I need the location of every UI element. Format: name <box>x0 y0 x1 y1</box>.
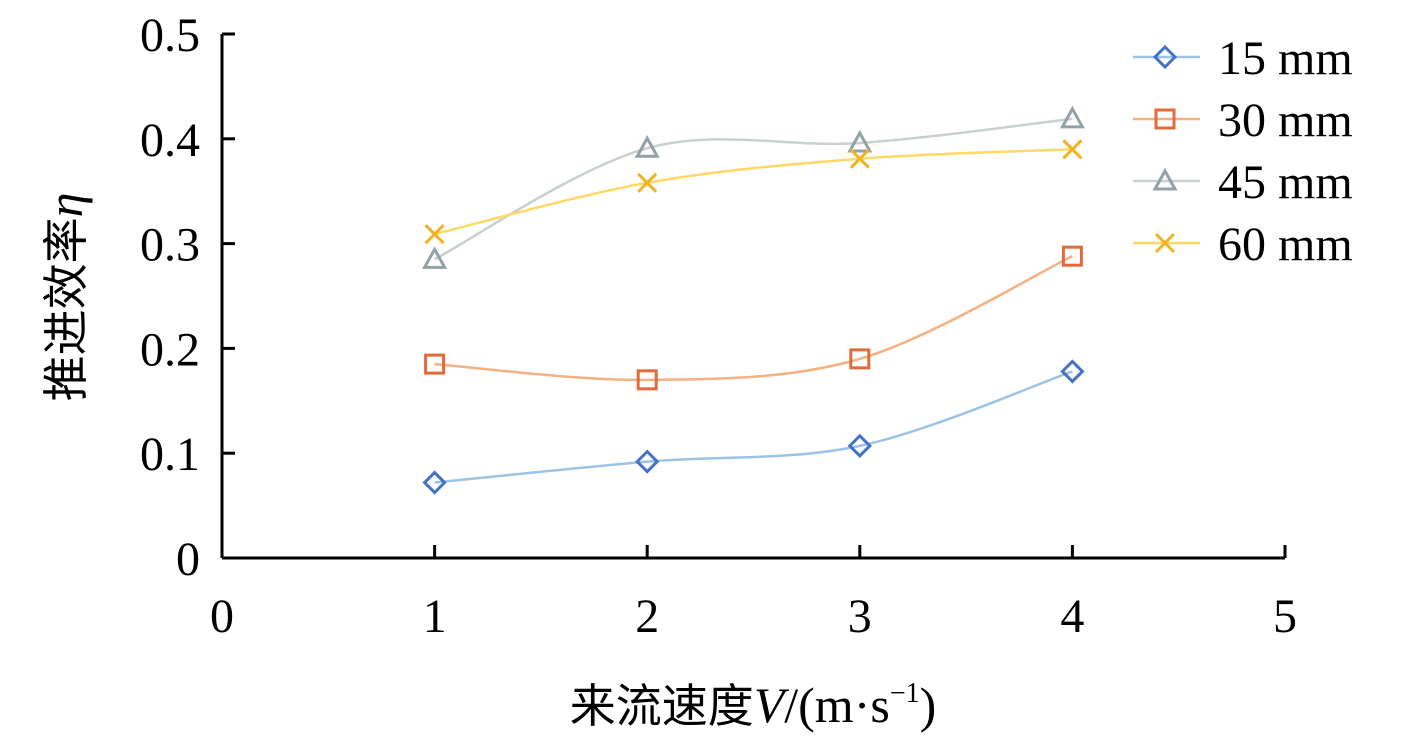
x-axis-title-text: 来流速度 <box>570 679 754 733</box>
legend-item: 60 mm <box>1133 218 1353 271</box>
data-point-45-mm <box>847 129 873 153</box>
series-line-30-mm <box>434 255 1073 382</box>
y-axis-title-text: 推进效率 <box>39 217 93 401</box>
legend-marker <box>1154 108 1176 130</box>
legend-label: 30 mm <box>1218 94 1353 147</box>
data-point-30-mm <box>849 348 871 370</box>
legend-marker <box>1154 232 1176 254</box>
legend-label: 60 mm <box>1218 218 1353 271</box>
data-point-15-mm <box>635 449 660 474</box>
x-tick-label: 4 <box>1060 590 1084 643</box>
series-line-60-mm <box>434 148 1073 236</box>
series-line-45-mm <box>434 117 1073 261</box>
legend-label: 45 mm <box>1218 156 1353 209</box>
legend-item: 15 mm <box>1133 32 1353 85</box>
legend-marker <box>1152 167 1178 191</box>
data-point-60-mm <box>1062 139 1083 160</box>
series-markers <box>422 105 1085 495</box>
legend-item: 45 mm <box>1133 156 1353 209</box>
x-axis-title-variable: V <box>754 677 790 733</box>
y-tick-label: 0.3 <box>140 219 200 272</box>
data-point-15-mm <box>847 433 872 458</box>
data-point-30-mm <box>1061 245 1083 267</box>
y-tick-label: 0 <box>176 533 200 586</box>
y-tick-label: 0.5 <box>140 9 200 62</box>
axes <box>220 34 1285 560</box>
x-tick-label: 2 <box>635 590 659 643</box>
data-point-45-mm <box>422 246 448 269</box>
data-point-30-mm <box>636 369 658 391</box>
y-tick-label: 0.4 <box>140 114 200 167</box>
data-point-60-mm <box>849 148 870 169</box>
x-axis-title-exponent: −1 <box>890 678 920 709</box>
data-point-45-mm <box>1059 105 1085 129</box>
series-lines <box>434 117 1073 484</box>
data-point-45-mm <box>634 135 660 158</box>
legend-marker <box>1152 44 1178 70</box>
x-axis-title: 来流速度V/(m·s−1) <box>570 677 937 733</box>
x-axis-title-unit: /(m·s <box>784 677 890 733</box>
data-point-15-mm <box>1060 359 1085 384</box>
y-axis-title-variable: η <box>37 193 93 218</box>
y-ticks: 0 0.1 0.2 0.3 0.4 0.5 <box>140 9 235 586</box>
x-ticks: 0 1 2 3 4 5 <box>210 545 1297 643</box>
data-point-30-mm <box>424 353 446 375</box>
legend-item: 30 mm <box>1133 94 1353 147</box>
data-point-60-mm <box>637 172 658 193</box>
y-tick-label: 0.1 <box>140 428 200 481</box>
x-tick-label: 1 <box>423 590 447 643</box>
y-tick-label: 0.2 <box>140 323 200 376</box>
legend: 15 mm 30 mm 45 mm 60 mm <box>1133 32 1353 271</box>
x-axis-title-close: ) <box>920 677 937 733</box>
x-tick-label: 5 <box>1273 590 1297 643</box>
series-line-15-mm <box>434 370 1073 484</box>
x-tick-label: 3 <box>848 590 872 643</box>
x-tick-label: 0 <box>210 590 234 643</box>
legend-label: 15 mm <box>1218 32 1353 85</box>
data-point-15-mm <box>422 470 447 495</box>
data-point-60-mm <box>424 224 445 245</box>
y-axis-title: 推进效率η <box>37 193 93 402</box>
